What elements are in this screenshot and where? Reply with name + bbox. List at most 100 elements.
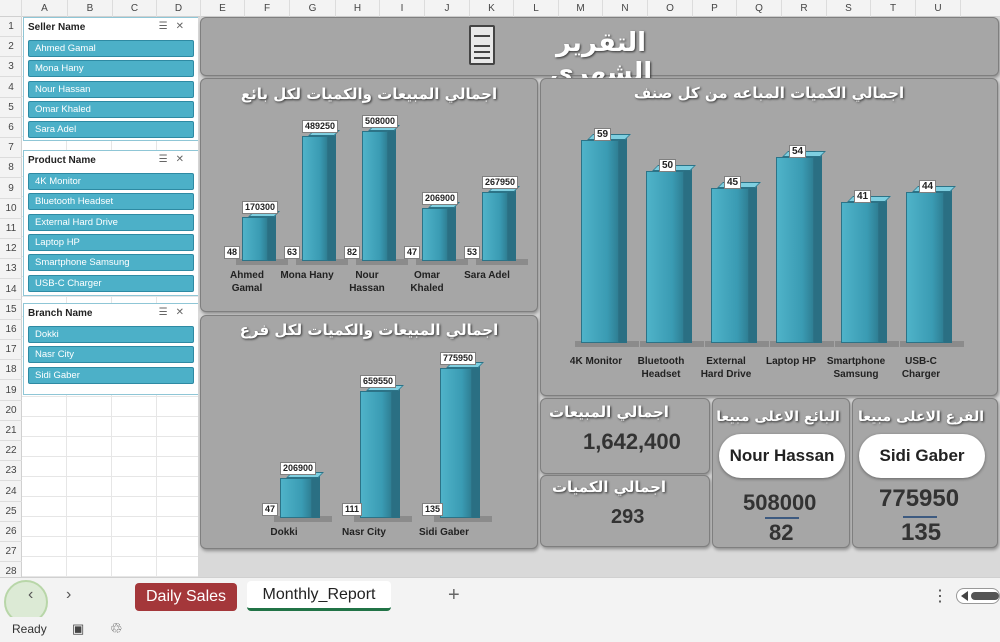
bar[interactable] [776, 157, 814, 343]
slicer-item[interactable]: Bluetooth Headset [28, 193, 194, 211]
column-header-J[interactable]: J [425, 0, 470, 17]
row-header-27[interactable]: 27 [0, 542, 22, 563]
row-header-12[interactable]: 12 [0, 239, 22, 260]
column-header-F[interactable]: F [245, 0, 290, 17]
row-header-9[interactable]: 9 [0, 179, 22, 199]
column-header-C[interactable]: C [113, 0, 157, 17]
row-header-17[interactable]: 17 [0, 340, 22, 361]
column-header-P[interactable]: P [693, 0, 737, 17]
bar[interactable] [482, 192, 508, 261]
row-header-2[interactable]: 2 [0, 37, 22, 58]
column-header-L[interactable]: L [514, 0, 559, 17]
scroll-right-icon[interactable]: › [66, 586, 72, 603]
column-header-H[interactable]: H [336, 0, 380, 17]
column-header-G[interactable]: G [290, 0, 336, 17]
macro-recorder-icon[interactable]: ♲ [110, 620, 123, 636]
bar[interactable] [422, 208, 448, 261]
bar[interactable] [302, 135, 328, 261]
slicer-filter-icons[interactable]: ☰✕ [158, 21, 192, 32]
slicer-item[interactable]: Smartphone Samsung [28, 254, 194, 272]
scroll-left-icon[interactable]: ‹ [28, 586, 34, 603]
slicer-product-name[interactable]: Product Name ☰✕ 4K Monitor Bluetooth Head… [23, 150, 199, 296]
row-header-18[interactable]: 18 [0, 360, 22, 381]
bar[interactable] [280, 478, 312, 518]
chart-qty-per-product[interactable]: اجمالي الكميات المباعه من كل صنف 59 4K Mo… [540, 78, 998, 396]
slicer-filter-icons[interactable]: ☰✕ [158, 307, 192, 318]
bar[interactable] [242, 217, 268, 261]
row-header-26[interactable]: 26 [0, 522, 22, 542]
slicer-branch-name[interactable]: Branch Name ☰✕ Dokki Nasr City Sidi Gaber [23, 303, 199, 395]
horizontal-scrollbar[interactable] [956, 588, 1000, 604]
slicer-item[interactable]: Nour Hassan [28, 80, 194, 98]
row-header-20[interactable]: 20 [0, 401, 22, 421]
slicer-seller-name[interactable]: Seller Name ☰✕ Ahmed Gamal Mona Hany Nour … [23, 17, 199, 141]
bar[interactable] [360, 390, 392, 518]
row-header-10[interactable]: 10 [0, 199, 22, 219]
row-header-21[interactable]: 21 [0, 421, 22, 441]
bar[interactable] [906, 191, 944, 343]
slicer-item[interactable]: Sidi Gaber [28, 366, 194, 384]
row-header-5[interactable]: 5 [0, 98, 22, 118]
slicer-filter-icons[interactable]: ☰✕ [158, 154, 192, 165]
data-label-sales: 489250 [302, 119, 339, 133]
slicer-item[interactable]: 4K Monitor [28, 173, 194, 190]
bar[interactable] [841, 201, 879, 343]
slicer-item[interactable]: External Hard Drive [28, 213, 194, 231]
row-header-16[interactable]: 16 [0, 320, 22, 340]
row-header-19[interactable]: 19 [0, 381, 22, 401]
kpi-top-branch-name: Sidi Gaber [859, 434, 985, 478]
row-header-4[interactable]: 4 [0, 78, 22, 98]
column-header-D[interactable]: D [157, 0, 201, 17]
column-header-I[interactable]: I [380, 0, 425, 17]
row-header-24[interactable]: 24 [0, 482, 22, 502]
bar[interactable] [646, 170, 684, 343]
column-header-Q[interactable]: Q [737, 0, 782, 17]
select-all-corner[interactable] [0, 0, 22, 17]
more-options-icon[interactable]: ⋮ [932, 588, 948, 605]
row-header-23[interactable]: 23 [0, 461, 22, 482]
row-header-14[interactable]: 14 [0, 280, 22, 300]
column-header-A[interactable]: A [22, 0, 68, 17]
row-header-6[interactable]: 6 [0, 118, 22, 138]
tab-monthly-report[interactable]: Monthly_Report [247, 581, 391, 611]
column-header-K[interactable]: K [470, 0, 514, 17]
column-header-U[interactable]: U [916, 0, 961, 17]
row-header-15[interactable]: 15 [0, 300, 22, 320]
row-header-13[interactable]: 13 [0, 259, 22, 280]
bar-side [472, 362, 480, 518]
column-header-M[interactable]: M [559, 0, 603, 17]
row-header-7[interactable]: 7 [0, 138, 22, 159]
bar[interactable] [581, 140, 619, 343]
slicer-item[interactable]: Laptop HP [28, 233, 194, 251]
bar[interactable] [440, 368, 472, 518]
category-label: 4K Monitor [559, 355, 633, 368]
row-header-8[interactable]: 8 [0, 158, 22, 179]
chart-sales-per-branch[interactable]: اجمالي المبيعات والكميات لكل فرع 206900 4… [200, 315, 538, 549]
column-header-N[interactable]: N [603, 0, 648, 17]
row-header-3[interactable]: 3 [0, 57, 22, 78]
slicer-item[interactable]: Nasr City [28, 346, 194, 364]
column-header-S[interactable]: S [827, 0, 871, 17]
slicer-item[interactable]: Mona Hany [28, 60, 194, 78]
slicer-item[interactable]: Ahmed Gamal [28, 40, 194, 57]
row-header-1[interactable]: 1 [0, 17, 22, 37]
category-label: Mona Hany [272, 269, 342, 282]
column-header-E[interactable]: E [201, 0, 245, 17]
column-header-O[interactable]: O [648, 0, 693, 17]
column-header-T[interactable]: T [871, 0, 916, 17]
slicer-item[interactable]: USB-C Charger [28, 274, 194, 292]
tab-daily-sales[interactable]: Daily Sales [135, 583, 237, 611]
row-header-22[interactable]: 22 [0, 441, 22, 462]
accessibility-icon[interactable]: ▣ [72, 621, 85, 636]
column-header-R[interactable]: R [782, 0, 827, 17]
slicer-item[interactable]: Sara Adel [28, 121, 194, 139]
chart-sales-per-seller[interactable]: اجمالي المبيعات والكميات لكل بائع 170300… [200, 78, 538, 312]
slicer-item[interactable]: Dokki [28, 326, 194, 343]
row-header-25[interactable]: 25 [0, 502, 22, 522]
bar[interactable] [362, 131, 388, 261]
slicer-item[interactable]: Omar Khaled [28, 100, 194, 118]
add-sheet-icon[interactable]: + [448, 584, 460, 606]
row-header-11[interactable]: 11 [0, 219, 22, 239]
column-header-B[interactable]: B [68, 0, 113, 17]
bar[interactable] [711, 188, 749, 343]
